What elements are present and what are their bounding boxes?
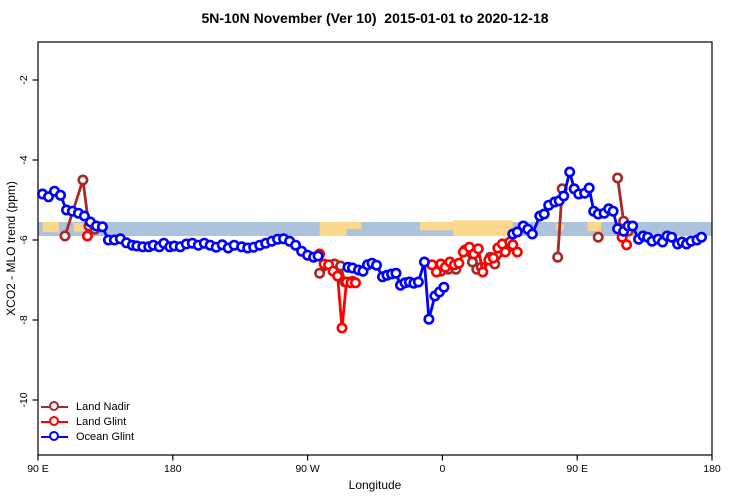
- data-point: [430, 266, 442, 278]
- map-land-patch: [419, 222, 453, 231]
- map-strip: [38, 220, 712, 236]
- legend: Land Nadir Land Glint Ocean Glint: [41, 399, 134, 444]
- data-point: [583, 182, 595, 194]
- legend-item-ocean-glint: Ocean Glint: [41, 429, 134, 444]
- data-point: [695, 231, 707, 243]
- data-point: [418, 256, 430, 268]
- plot-border: [37, 41, 713, 456]
- legend-label: Land Glint: [76, 415, 127, 428]
- x-tick-label: 180: [164, 463, 182, 475]
- data-point: [511, 226, 523, 238]
- data-point: [612, 172, 624, 184]
- data-point: [78, 210, 90, 222]
- data-point: [627, 220, 639, 232]
- data-point: [558, 190, 570, 202]
- x-tick-label: 180: [703, 463, 721, 475]
- data-point: [438, 281, 450, 293]
- chart-title: 5N-10N November (Ver 10) 2015-01-01 to 2…: [201, 10, 549, 26]
- series-land-glint: [81, 230, 633, 334]
- data-point: [336, 322, 348, 334]
- series-ocean-glint: [36, 166, 707, 325]
- x-axis-title: Longitude: [349, 478, 402, 492]
- map-land-patch: [73, 223, 88, 232]
- data-point: [621, 239, 633, 251]
- data-point: [54, 189, 66, 201]
- data-point: [472, 243, 484, 255]
- data-point: [499, 246, 511, 258]
- map-land-patch: [587, 222, 602, 232]
- y-tick-label: -10: [18, 392, 30, 407]
- legend-item-land-nadir: Land Nadir: [41, 399, 134, 414]
- map-land-patch: [346, 222, 362, 229]
- data-point: [332, 270, 344, 282]
- y-axis: -2 -4 -6 -8 -10: [18, 75, 38, 408]
- data-point: [96, 221, 108, 233]
- y-tick-label: -8: [18, 315, 30, 324]
- map-land-patch: [42, 222, 59, 233]
- data-point: [314, 267, 326, 279]
- map-land-patch: [452, 220, 513, 236]
- data-point: [477, 266, 489, 278]
- data-point: [538, 208, 550, 220]
- data-point: [607, 205, 619, 217]
- data-point: [59, 230, 71, 242]
- data-point: [592, 231, 604, 243]
- data-point: [564, 166, 576, 178]
- x-tick-label: 0: [439, 463, 445, 475]
- map-land-patch: [319, 222, 347, 236]
- data-point: [77, 174, 89, 186]
- data-point: [290, 239, 302, 251]
- data-point: [81, 230, 93, 242]
- data-point: [526, 228, 538, 240]
- legend-label: Ocean Glint: [76, 430, 135, 443]
- y-tick-label: -2: [18, 75, 30, 84]
- data-point: [511, 246, 523, 258]
- data-point: [666, 231, 678, 243]
- data-point: [312, 250, 324, 262]
- x-tick-label: 90 E: [27, 463, 49, 475]
- map-ocean-band: [38, 222, 712, 236]
- legend-symbol: [41, 416, 68, 427]
- x-tick-label: 90 E: [566, 463, 588, 475]
- y-axis-title: XCO2 - MLO trend (ppm): [4, 181, 18, 316]
- x-axis: 90 E 180 90 W 0 90 E 180: [27, 455, 721, 475]
- data-point: [552, 251, 564, 263]
- data-point: [487, 252, 499, 264]
- data-point: [412, 276, 424, 288]
- data-point: [370, 259, 382, 271]
- data-point: [349, 277, 361, 289]
- legend-symbol: [41, 431, 68, 442]
- data-point: [423, 313, 435, 325]
- data-point: [390, 267, 402, 279]
- data-point: [453, 257, 465, 269]
- legend-label: Land Nadir: [76, 400, 130, 413]
- x-tick-label: 90 W: [295, 463, 320, 475]
- y-tick-label: -6: [18, 235, 30, 244]
- legend-symbol: [41, 401, 68, 412]
- legend-item-land-glint: Land Glint: [41, 414, 134, 429]
- y-tick-label: -4: [18, 155, 30, 164]
